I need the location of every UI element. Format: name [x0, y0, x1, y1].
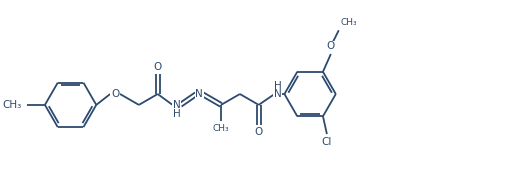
Text: O: O	[255, 127, 263, 137]
Text: H: H	[274, 81, 281, 91]
Text: O: O	[154, 62, 162, 72]
Text: N: N	[172, 100, 180, 110]
Text: CH₃: CH₃	[341, 18, 357, 27]
Text: Cl: Cl	[322, 137, 332, 147]
Text: CH₃: CH₃	[2, 100, 21, 110]
Text: CH₃: CH₃	[213, 124, 230, 133]
Text: O: O	[111, 89, 119, 99]
Text: H: H	[172, 109, 180, 119]
Text: O: O	[327, 41, 335, 51]
Text: N: N	[274, 89, 281, 99]
Text: N: N	[195, 89, 203, 99]
